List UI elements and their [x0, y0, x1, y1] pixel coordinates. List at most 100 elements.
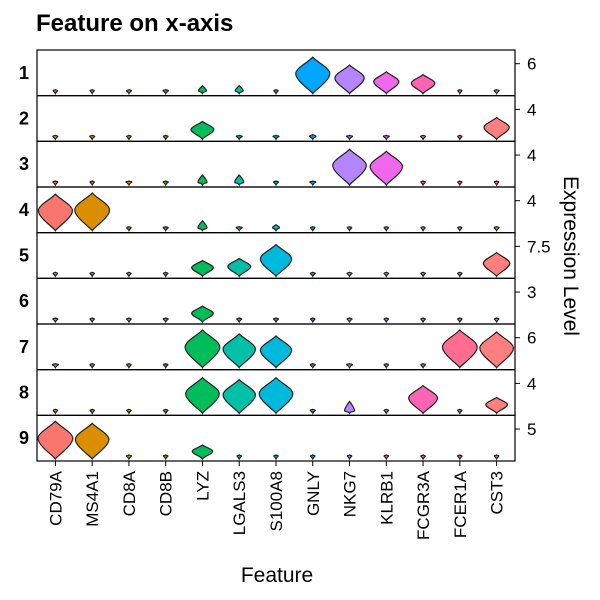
violin-CD8B-cluster-3	[162, 180, 169, 187]
violin-NKG7-cluster-5	[346, 271, 353, 278]
violin-CD79A-cluster-4	[37, 193, 74, 233]
violin-MS4A1-cluster-9	[74, 422, 110, 461]
y-axis-title: Expression Level	[559, 176, 582, 336]
violin-CD79A-cluster-9	[37, 420, 74, 461]
violin-MS4A1-cluster-6	[89, 317, 95, 324]
x-tick-CD79A: CD79A	[46, 470, 65, 525]
violin-CD8B-cluster-1	[162, 88, 169, 96]
violin-CD8A-cluster-8	[126, 408, 132, 415]
violin-LYZ-cluster-5	[191, 259, 214, 278]
violin-S100A8-cluster-8	[258, 376, 294, 415]
panel-cluster-5: 5 7.5	[19, 232, 551, 279]
violin-FCGR3A-cluster-7	[420, 362, 426, 370]
violin-GNLY-cluster-7	[309, 362, 316, 370]
violin-NKG7-cluster-2	[345, 134, 354, 141]
violin-S100A8-cluster-6	[272, 317, 280, 324]
cluster-label: 5	[19, 246, 29, 266]
violin-NKG7-cluster-3	[332, 148, 367, 187]
violin-GNLY-cluster-9	[309, 454, 316, 461]
violin-MS4A1-cluster-5	[89, 271, 95, 278]
violin-CD79A-cluster-7	[51, 362, 59, 370]
violin-CD8B-cluster-9	[162, 454, 169, 461]
violin-LGALS3-cluster-2	[235, 134, 243, 141]
violin-CD8A-cluster-1	[125, 88, 133, 96]
violin-MS4A1-cluster-3	[89, 180, 95, 187]
cluster-label: 1	[19, 63, 29, 83]
violin-CD79A-cluster-3	[52, 180, 59, 187]
violin-MS4A1-cluster-2	[89, 134, 96, 141]
plot-panels: 1 62 43 44 45 7.56 37 68 49 5	[19, 49, 551, 462]
violin-S100A8-cluster-5	[259, 243, 293, 278]
violin-CD8A-cluster-3	[125, 180, 133, 187]
x-tick-LYZ: LYZ	[193, 471, 212, 501]
cluster-label: 4	[19, 200, 29, 220]
violin-LGALS3-cluster-6	[236, 317, 243, 324]
violin-KLRB1-cluster-6	[383, 317, 390, 324]
right-tick-label: 5	[527, 420, 536, 439]
x-tick-CD8A: CD8A	[120, 470, 139, 516]
violin-KLRB1-cluster-4	[383, 225, 390, 233]
cluster-label: 7	[19, 337, 29, 357]
violin-FCER1A-cluster-4	[457, 225, 463, 233]
violin-CD8A-cluster-9	[125, 454, 133, 461]
violin-FCGR3A-cluster-4	[420, 225, 426, 233]
panel-border	[36, 95, 516, 142]
x-tick-CST3: CST3	[488, 471, 507, 514]
violin-FCER1A-cluster-5	[457, 271, 463, 278]
violin-CST3-cluster-5	[482, 251, 511, 278]
violin-LYZ-cluster-6	[191, 305, 214, 324]
violin-CD79A-cluster-6	[52, 317, 59, 324]
violin-CST3-cluster-9	[493, 454, 500, 461]
cluster-label: 3	[19, 154, 29, 174]
violin-LGALS3-cluster-1	[234, 84, 244, 96]
right-tick-label: 4	[527, 146, 536, 165]
violin-KLRB1-cluster-9	[383, 454, 390, 461]
violin-NKG7-cluster-6	[346, 317, 353, 324]
cluster-label: 6	[19, 291, 29, 311]
violin-FCGR3A-cluster-5	[420, 271, 426, 278]
violin-FCER1A-cluster-9	[457, 454, 463, 461]
violin-NKG7-cluster-8	[343, 400, 356, 415]
violin-CD8A-cluster-7	[126, 362, 132, 370]
violin-KLRB1-cluster-8	[383, 408, 390, 415]
violin-CD8A-cluster-2	[126, 134, 132, 141]
violin-GNLY-cluster-2	[308, 133, 317, 141]
violin-FCGR3A-cluster-1	[410, 73, 436, 96]
violin-CST3-cluster-8	[485, 396, 509, 415]
violin-LGALS3-cluster-5	[227, 257, 252, 278]
violin-LGALS3-cluster-8	[222, 378, 257, 415]
violin-CST3-cluster-4	[493, 225, 500, 233]
violin-FCER1A-cluster-7	[441, 329, 478, 370]
violin-S100A8-cluster-2	[272, 134, 280, 141]
violin-LGALS3-cluster-3	[234, 174, 245, 187]
violin-KLRB1-cluster-7	[383, 362, 390, 370]
violin-NKG7-cluster-7	[345, 362, 354, 370]
violin-NKG7-cluster-1	[334, 64, 365, 96]
violin-GNLY-cluster-8	[309, 408, 316, 415]
violin-CD8B-cluster-6	[162, 317, 169, 324]
panel-border	[36, 140, 516, 188]
right-tick-label: 3	[527, 283, 536, 302]
violin-KLRB1-cluster-3	[369, 150, 404, 187]
violin-LYZ-cluster-4	[197, 219, 208, 233]
x-tick-labels: CD79A MS4A1 CD8A CD8B LYZ LGALS3 S100A8 GNLY NKG…	[46, 461, 507, 540]
violin-FCGR3A-cluster-3	[420, 180, 426, 187]
violin-CD8B-cluster-4	[162, 225, 169, 233]
violin-MS4A1-cluster-1	[89, 88, 95, 96]
x-tick-LGALS3: LGALS3	[230, 471, 249, 535]
right-tick-label: 4	[527, 192, 536, 211]
violin-LYZ-cluster-1	[197, 84, 208, 96]
violin-CST3-cluster-6	[493, 317, 500, 324]
x-tick-S100A8: S100A8	[267, 471, 286, 532]
violin-FCGR3A-cluster-2	[419, 134, 427, 141]
violin-CST3-cluster-3	[493, 180, 500, 187]
violin-KLRB1-cluster-5	[383, 271, 390, 278]
right-tick-label: 7.5	[527, 237, 551, 256]
violin-CD79A-cluster-2	[52, 134, 59, 141]
